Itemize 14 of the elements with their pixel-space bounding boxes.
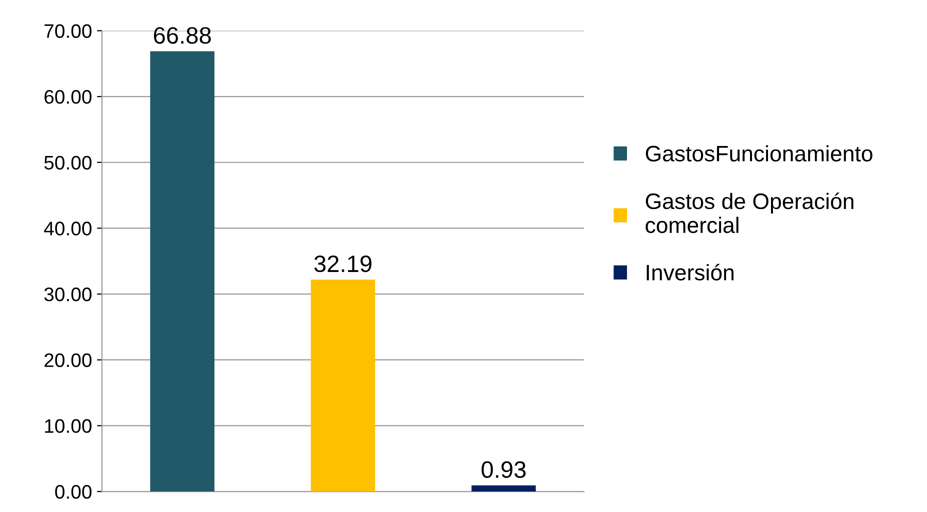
y-tick-label: 0.00 (55, 484, 92, 499)
y-tick-label: 20.00 (44, 353, 92, 368)
y-tick-label: 60.00 (44, 90, 92, 104)
data-label: 66.88 (154, 27, 211, 44)
y-tick-label: 30.00 (44, 288, 92, 302)
legend-label: Inversión (646, 264, 734, 280)
y-tick-label: 50.00 (44, 156, 92, 170)
data-label: 0.93 (482, 461, 526, 478)
y-tick-label: 10.00 (45, 419, 92, 433)
legend-label: GastosFuncionamiento (646, 145, 872, 162)
legend-label: Gastos de Operación comercial (646, 192, 854, 234)
data-label: 32.19 (314, 255, 372, 272)
y-tick-label: 70.00 (44, 24, 92, 38)
y-tick-label: 40.00 (44, 222, 92, 236)
